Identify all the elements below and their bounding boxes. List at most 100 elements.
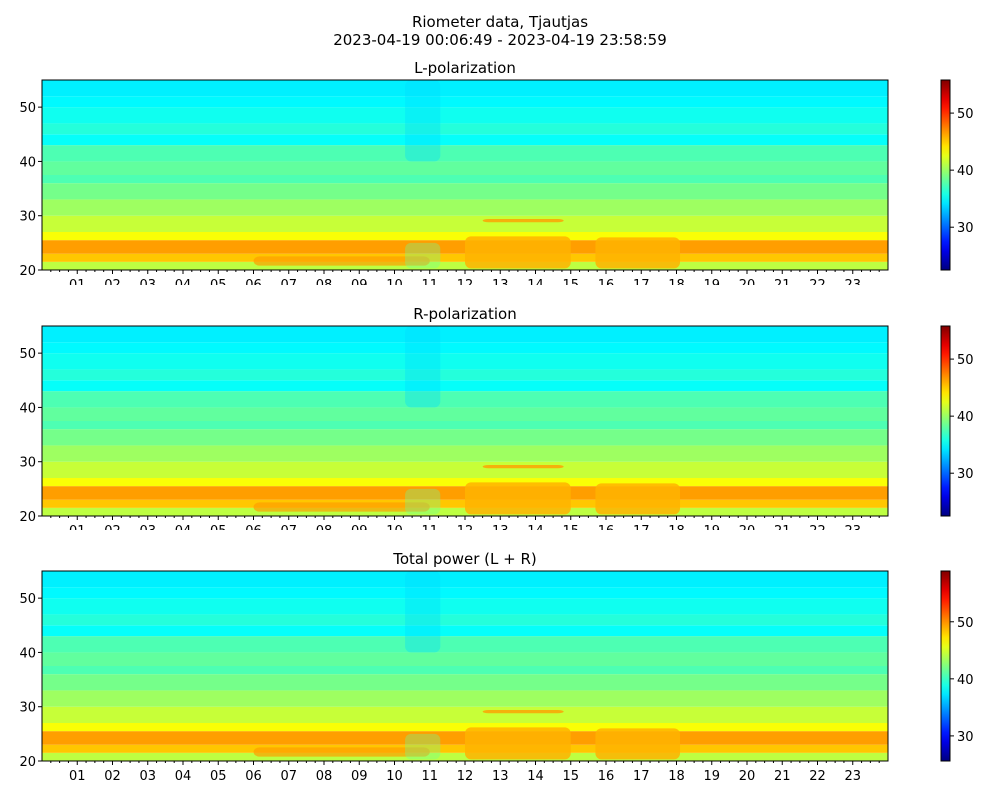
x-tick-label: 13 [492, 278, 509, 285]
x-tick-label: 14 [527, 278, 544, 285]
colorbar-tick-label: 30 [957, 730, 974, 745]
x-tick-label: 08 [316, 769, 333, 784]
x-tick-label: 16 [598, 769, 615, 784]
heatmap-image [42, 326, 888, 516]
x-tick-label: 17 [633, 769, 650, 784]
x-tick-label: 17 [633, 278, 650, 285]
y-tick-label: 50 [19, 101, 36, 116]
heatmap-blob [482, 709, 564, 714]
heatmap-band [42, 598, 888, 615]
heatmap-blob [405, 488, 441, 515]
colorbar-tick-label: 30 [957, 467, 974, 482]
x-tick-label: 21 [774, 769, 791, 784]
x-tick-label: 20 [739, 278, 756, 285]
x-tick-label: 22 [809, 278, 826, 285]
heatmap-band [42, 161, 888, 175]
x-tick-label: 21 [774, 278, 791, 285]
panel-r-polarization: R-polarization 20 30 40 50 01 02 03 04 05 06 07 08 09… [19, 305, 974, 530]
y-tick-label: 40 [19, 646, 36, 661]
x-tick-label: 06 [245, 769, 262, 784]
x-tick-label: 03 [139, 524, 156, 530]
heatmap-band [42, 587, 888, 599]
heatmap-blob [253, 502, 430, 512]
colorbar-tick-label: 40 [957, 673, 974, 688]
heatmap-band [42, 429, 888, 446]
colorbar-scale [940, 79, 951, 271]
heatmap-band [42, 380, 888, 392]
x-tick-label: 02 [104, 278, 121, 285]
x-tick-label: 23 [844, 769, 861, 784]
heatmap-band [42, 571, 888, 588]
heatmap-band [42, 369, 888, 381]
colorbar-tick-label: 50 [957, 353, 974, 368]
heatmap-band [42, 636, 888, 653]
colorbar: 30 40 50 [940, 570, 974, 762]
x-tick-label: 13 [492, 524, 509, 530]
panel-title: L-polarization [414, 59, 516, 77]
x-tick-label: 11 [421, 278, 438, 285]
x-tick-label: 07 [280, 524, 297, 530]
heatmap-band [42, 391, 888, 408]
heatmap-band [42, 145, 888, 162]
x-tick-label: 17 [633, 524, 650, 530]
x-tick-label: 01 [69, 524, 86, 530]
heatmap-blob [482, 218, 564, 223]
x-tick-label: 06 [245, 278, 262, 285]
heatmap-band [42, 666, 888, 675]
colorbar: 30 40 50 [940, 79, 974, 271]
figure-subtitle: 2023-04-19 00:06:49 - 2023-04-19 23:58:5… [333, 31, 667, 49]
heatmap-band [42, 342, 888, 354]
x-tick-label: 09 [351, 769, 368, 784]
x-tick-label: 18 [668, 769, 685, 784]
x-tick-label: 19 [703, 278, 720, 285]
heatmap-band [42, 706, 888, 723]
heatmap-band [42, 183, 888, 200]
x-tick-label: 04 [175, 769, 192, 784]
colorbar-tick-label: 50 [957, 616, 974, 631]
heatmap-blob [595, 728, 681, 760]
heatmap-blob [465, 727, 571, 760]
heatmap-band [42, 690, 888, 707]
y-tick-label: 40 [19, 401, 36, 416]
x-tick-label: 03 [139, 769, 156, 784]
x-tick-label: 06 [245, 524, 262, 530]
heatmap-band [42, 199, 888, 216]
x-tick-label: 19 [703, 769, 720, 784]
x-tick-label: 10 [386, 278, 403, 285]
y-tick-label: 20 [19, 755, 36, 770]
heatmap-blob [405, 326, 441, 408]
x-tick-label: 14 [527, 524, 544, 530]
heatmap-band [42, 353, 888, 370]
x-tick-label: 05 [210, 769, 227, 784]
x-tick-label: 18 [668, 278, 685, 285]
heatmap-band [42, 674, 888, 691]
y-tick-label: 50 [19, 347, 36, 362]
heatmap-band [42, 123, 888, 135]
x-tick-label: 11 [421, 524, 438, 530]
heatmap-image [42, 80, 888, 270]
heatmap-image [42, 571, 888, 761]
heatmap-blob [253, 747, 430, 757]
heatmap-blob [465, 236, 571, 269]
heatmap-blob [405, 80, 441, 162]
x-tick-label: 21 [774, 524, 791, 530]
y-tick-label: 30 [19, 210, 36, 225]
heatmap-band [42, 107, 888, 124]
colorbar-tick-label: 50 [957, 107, 974, 122]
x-tick-label: 12 [457, 769, 474, 784]
x-tick-label: 10 [386, 524, 403, 530]
heatmap-band [42, 461, 888, 478]
x-tick-label: 14 [527, 769, 544, 784]
x-tick-label: 03 [139, 278, 156, 285]
x-tick-label: 02 [104, 769, 121, 784]
heatmap-blob [405, 733, 441, 760]
heatmap-band [42, 175, 888, 184]
x-tick-label: 20 [739, 769, 756, 784]
x-tick-label: 15 [562, 524, 579, 530]
x-tick-label: 15 [562, 769, 579, 784]
heatmap-band [42, 96, 888, 108]
x-tick-label: 09 [351, 524, 368, 530]
heatmap-band [42, 625, 888, 637]
x-tick-label: 16 [598, 278, 615, 285]
